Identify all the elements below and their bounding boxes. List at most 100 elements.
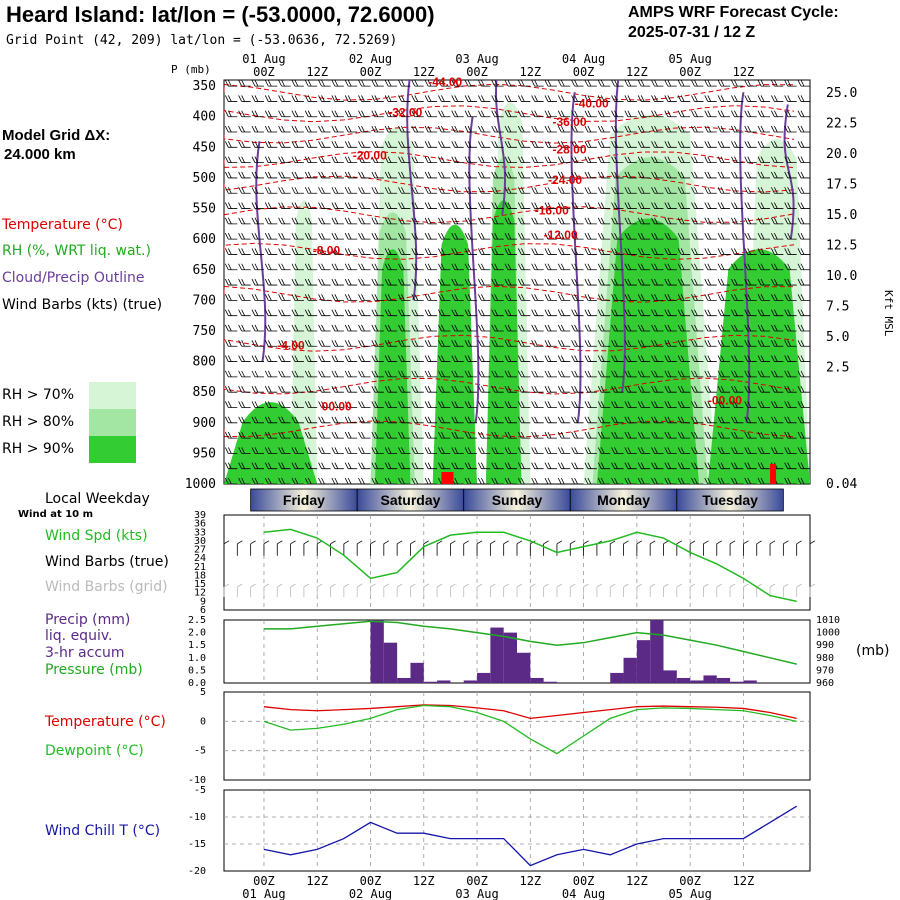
wind-barb	[504, 187, 517, 194]
wind-barb	[371, 217, 384, 225]
top-time-label: 00Z	[466, 65, 488, 79]
wind-barb	[584, 156, 597, 164]
wind-barb	[651, 355, 664, 362]
wind-barb	[571, 202, 584, 209]
wind-barb	[571, 386, 584, 393]
wind-barb	[624, 263, 637, 271]
wind-barb	[371, 294, 384, 301]
pressure-tick: 980	[816, 653, 834, 664]
wind-barb	[651, 278, 664, 286]
wind-barb	[704, 125, 717, 133]
wind-barb	[464, 202, 478, 209]
wind-barb	[504, 340, 517, 347]
surface-marker	[770, 464, 777, 484]
rh70-swatch	[89, 382, 136, 409]
wind-barb	[517, 141, 531, 148]
wind-barb	[411, 141, 424, 148]
wind-barb	[371, 156, 384, 164]
wind-barb	[478, 263, 491, 271]
wind-barb	[771, 80, 784, 87]
wind-barb	[797, 217, 810, 225]
wind-barb	[451, 80, 464, 87]
wind-barb	[731, 324, 744, 332]
wind-barb	[424, 232, 438, 240]
weekday-cell	[676, 488, 784, 512]
wind-barb	[438, 462, 451, 470]
temperature-contour-label: -44.00	[428, 75, 462, 89]
wind-barb	[251, 431, 264, 439]
wind-barb	[491, 141, 504, 148]
wind-barb	[771, 340, 784, 347]
wind-barb	[291, 462, 304, 470]
weekday-label: Sunday	[492, 492, 543, 508]
weekday-label: Saturday	[380, 492, 440, 508]
temperature-contour	[224, 151, 795, 169]
wind-barb	[504, 217, 517, 225]
wind-barb	[597, 187, 611, 194]
wind-barb	[411, 202, 424, 209]
wind-barb	[371, 309, 384, 317]
temperature-label: Temperature (°C)	[45, 714, 166, 730]
pressure-axis-label: P (mb)	[171, 63, 211, 76]
wind-barb	[771, 125, 784, 133]
wind-barb	[557, 202, 571, 209]
wind-barb	[438, 171, 451, 179]
wind-barb	[238, 125, 251, 133]
surface-wind-barb-true	[809, 540, 816, 556]
wind-barb	[731, 202, 744, 209]
wind-barb	[384, 431, 398, 439]
wind-barb	[784, 309, 797, 317]
wind-barb	[544, 202, 557, 209]
wind-barb	[557, 294, 571, 301]
wind-barb	[571, 309, 584, 317]
precip-bar	[410, 662, 424, 683]
wind-barb	[264, 80, 278, 87]
wind-barb	[344, 309, 358, 317]
wind-barb	[611, 340, 624, 347]
wind-barb	[784, 156, 797, 164]
wind-barb	[504, 141, 517, 148]
wind-barb	[464, 217, 478, 225]
wind-barb	[771, 187, 784, 194]
wind-barb	[704, 431, 717, 439]
wind-barb	[531, 309, 544, 317]
wind-barb	[264, 156, 278, 164]
wind-barb	[731, 217, 744, 225]
wind-barb	[771, 416, 784, 424]
wind-barb	[464, 431, 478, 439]
wind-barb	[611, 80, 624, 87]
wind-barb	[557, 355, 571, 362]
wind-barb	[504, 309, 517, 317]
windchill-tick: -20	[188, 866, 206, 877]
wind-barb	[411, 386, 424, 393]
wind-barb	[424, 386, 438, 393]
wind-barb	[557, 95, 571, 102]
wind-barb	[251, 171, 264, 179]
wind-barb	[224, 294, 238, 301]
wind-barb	[384, 462, 398, 470]
wind-barb	[597, 355, 611, 362]
wind-barb	[531, 187, 544, 194]
wind-barb	[318, 386, 331, 393]
wind-barb	[544, 232, 557, 240]
wind-barb	[691, 355, 704, 362]
wind-barb	[224, 370, 238, 378]
wind-speed-tick: 36	[194, 519, 206, 530]
wind-barb	[624, 278, 637, 286]
wind-barb	[464, 171, 478, 179]
wind-barb	[464, 110, 478, 118]
wind-barb	[358, 401, 371, 408]
wind-barb	[398, 171, 411, 179]
wind-barb	[744, 125, 757, 133]
wind-barb	[331, 217, 344, 225]
wind-barb	[744, 309, 757, 317]
wind-barb	[224, 141, 238, 148]
wind-barb	[637, 141, 651, 148]
wind-barb	[278, 340, 291, 347]
temperature-contour-label: -20.00	[353, 149, 387, 163]
wind-barb	[784, 477, 797, 484]
wind-barb	[664, 370, 677, 378]
wind-barb	[224, 401, 238, 408]
wind-barb	[744, 278, 757, 286]
wind-barb	[411, 324, 424, 332]
